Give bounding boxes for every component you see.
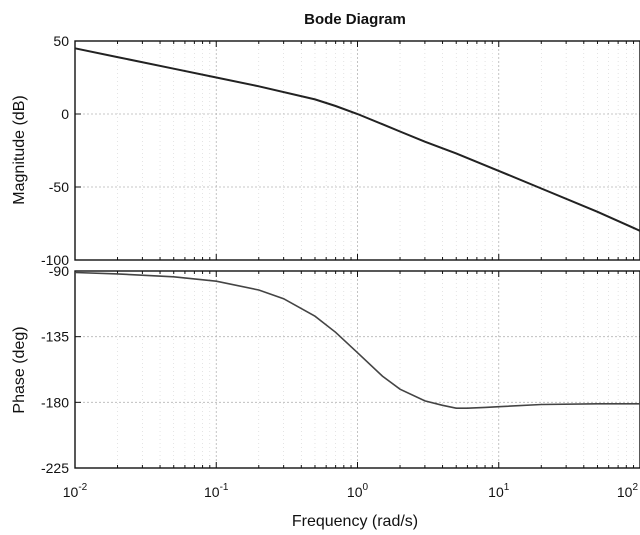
phase-curve [74, 271, 640, 409]
phase-y-tick-label: -180 [41, 394, 69, 410]
magnitude-y-tick-label: 50 [53, 33, 69, 49]
phase-y-tick-label: -225 [41, 460, 69, 476]
magnitude-y-ticks: 50 0 -50 -100 [41, 33, 69, 268]
magnitude-plot-frame [74, 40, 640, 261]
magnitude-y-tick-label: 0 [61, 106, 69, 122]
phase-grid [74, 270, 640, 469]
frequency-x-ticks: 10-2 10-1 100 101 102 [63, 482, 639, 500]
x-axis-label: Frequency (rad/s) [292, 513, 418, 530]
x-tick-label: 100 [347, 482, 369, 500]
phase-y-ticks: -90 -135 -180 -225 [41, 263, 69, 476]
x-tick-label: 10-1 [204, 482, 229, 500]
phase-plot-frame [74, 270, 640, 469]
magnitude-grid [74, 40, 640, 261]
magnitude-curve [74, 47, 640, 232]
magnitude-y-axis-label: Magnitude (dB) [11, 95, 28, 204]
phase-y-tick-label: -135 [41, 329, 69, 345]
phase-y-tick-label: -90 [49, 263, 69, 279]
x-tick-label: 10-2 [63, 482, 88, 500]
phase-y-axis-label: Phase (deg) [11, 326, 28, 413]
magnitude-y-tick-label: -50 [49, 179, 69, 195]
x-tick-label: 102 [617, 482, 639, 500]
chart-title: Bode Diagram [304, 11, 406, 28]
magnitude-y-tick-label: -100 [41, 252, 69, 268]
x-tick-label: 101 [488, 482, 510, 500]
